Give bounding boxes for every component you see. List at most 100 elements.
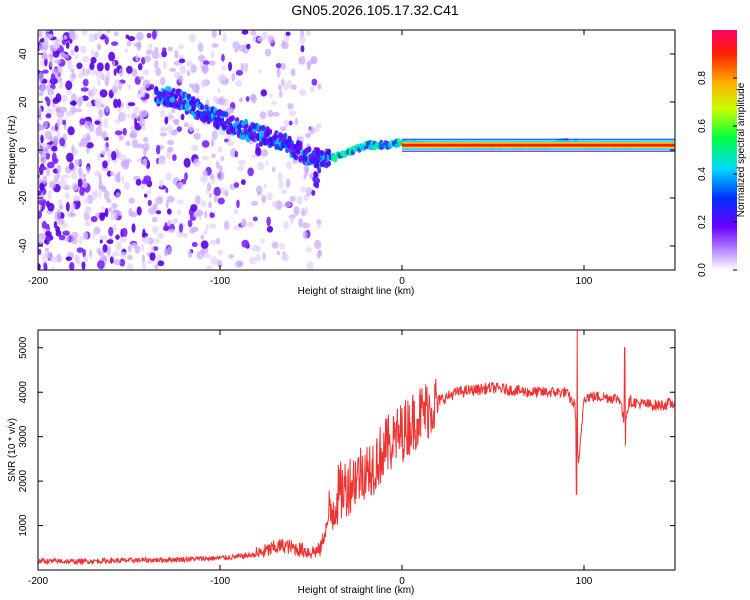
heatmap-cell	[241, 218, 247, 227]
heatmap-cell	[56, 128, 61, 138]
heatmap-cell	[121, 227, 128, 238]
heatmap-cell	[311, 78, 318, 86]
heatmap-cell	[91, 48, 95, 58]
heatmap-cell	[197, 42, 204, 53]
heatmap-cell	[255, 254, 261, 262]
heatmap-cell	[136, 31, 144, 41]
x-tick-label: 0	[399, 276, 405, 287]
heatmap-cell	[47, 87, 54, 96]
heatmap-cell	[97, 77, 101, 87]
heatmap-cell	[131, 68, 138, 77]
heatmap-cell	[47, 202, 55, 212]
y-tick-label: 1000	[18, 514, 29, 537]
heatmap-cell	[120, 160, 128, 167]
heatmap-cell	[161, 50, 167, 58]
heatmap-cell	[219, 73, 227, 81]
heatmap-cell	[189, 227, 196, 234]
heatmap-cell	[70, 93, 77, 104]
heatmap-cell	[146, 189, 152, 195]
heatmap-cell	[38, 72, 44, 82]
heatmap-cell	[113, 98, 119, 109]
heatmap-cell	[136, 158, 143, 163]
heatmap-cell	[260, 89, 268, 97]
heatmap-cell	[315, 162, 320, 169]
heatmap-cell	[191, 144, 199, 152]
heatmap-cell	[316, 250, 321, 259]
heatmap-cell	[272, 111, 280, 117]
heatmap-cell	[65, 41, 70, 49]
heatmap-cell	[247, 221, 255, 228]
heatmap-cell	[59, 106, 67, 113]
heatmap-cell	[39, 84, 46, 95]
heatmap-cell	[56, 164, 62, 174]
heatmap-cell	[137, 63, 143, 71]
heatmap-cell	[113, 68, 117, 76]
heatmap-cell	[263, 183, 267, 189]
heatmap-cell	[76, 247, 84, 253]
heatmap-cell	[118, 68, 124, 77]
heatmap-cell	[233, 182, 240, 188]
heatmap-cell	[114, 130, 123, 136]
heatmap-cell	[142, 136, 149, 143]
heatmap-cell	[178, 223, 184, 233]
heatmap-cell	[198, 54, 206, 62]
heatmap-cell	[74, 159, 82, 166]
x-tick-label: -200	[28, 276, 48, 287]
heatmap-cell	[126, 65, 133, 74]
heatmap-cell	[255, 185, 263, 195]
heatmap-cell	[230, 115, 235, 122]
heatmap-cell	[38, 106, 43, 116]
heatmap-cell	[311, 189, 316, 196]
heatmap-cell	[277, 172, 283, 182]
heatmap-cell	[99, 212, 106, 222]
heatmap-cell	[190, 64, 197, 73]
heatmap-cell	[112, 250, 120, 257]
heatmap-cell	[128, 197, 135, 204]
heatmap-cell	[140, 87, 146, 98]
heatmap-cell	[71, 72, 77, 79]
heatmap-cell	[115, 241, 122, 251]
heatmap-cell	[79, 186, 85, 196]
heatmap-cell	[257, 191, 262, 196]
heatmap-cell	[226, 106, 234, 114]
heatmap-cell	[300, 30, 305, 38]
heatmap-cell	[283, 221, 289, 230]
heatmap-cell	[224, 190, 229, 197]
heatmap-cell	[209, 173, 214, 180]
heatmap-cell	[78, 142, 83, 147]
heatmap-cell	[178, 44, 185, 50]
heatmap-cell	[91, 191, 97, 201]
heatmap-cell	[57, 116, 64, 125]
heatmap-cell	[200, 234, 205, 240]
heatmap-cell	[154, 238, 160, 245]
heatmap-cell	[52, 97, 60, 104]
heatmap-cell	[276, 250, 281, 256]
heatmap-cell	[174, 217, 179, 223]
heatmap-cell	[102, 243, 108, 253]
heatmap-cell	[309, 86, 315, 93]
heatmap-cell	[103, 144, 107, 151]
heatmap-cell	[310, 55, 318, 65]
heatmap-cell	[223, 111, 229, 118]
heatmap-cell	[142, 228, 146, 238]
heatmap-cell	[203, 228, 208, 236]
heatmap-cell	[234, 260, 243, 268]
heatmap-cell	[171, 107, 176, 114]
heatmap-cell	[241, 239, 250, 248]
heatmap-cell	[240, 179, 246, 185]
heatmap-cell	[42, 40, 49, 51]
heatmap-cell	[126, 263, 134, 270]
heatmap-cell	[257, 161, 265, 171]
heatmap-cell	[154, 263, 159, 270]
heatmap-cell	[118, 251, 127, 259]
heatmap-cell	[265, 159, 269, 166]
heatmap-cell	[298, 144, 303, 151]
heatmap-cell	[166, 112, 173, 121]
heatmap-cell	[281, 189, 288, 194]
heatmap-cell	[43, 239, 48, 244]
heatmap-cell	[241, 30, 249, 35]
heatmap-cell	[149, 252, 156, 261]
heatmap-cell	[250, 30, 257, 36]
heatmap-cell	[38, 156, 43, 164]
heatmap-cell	[316, 222, 322, 229]
